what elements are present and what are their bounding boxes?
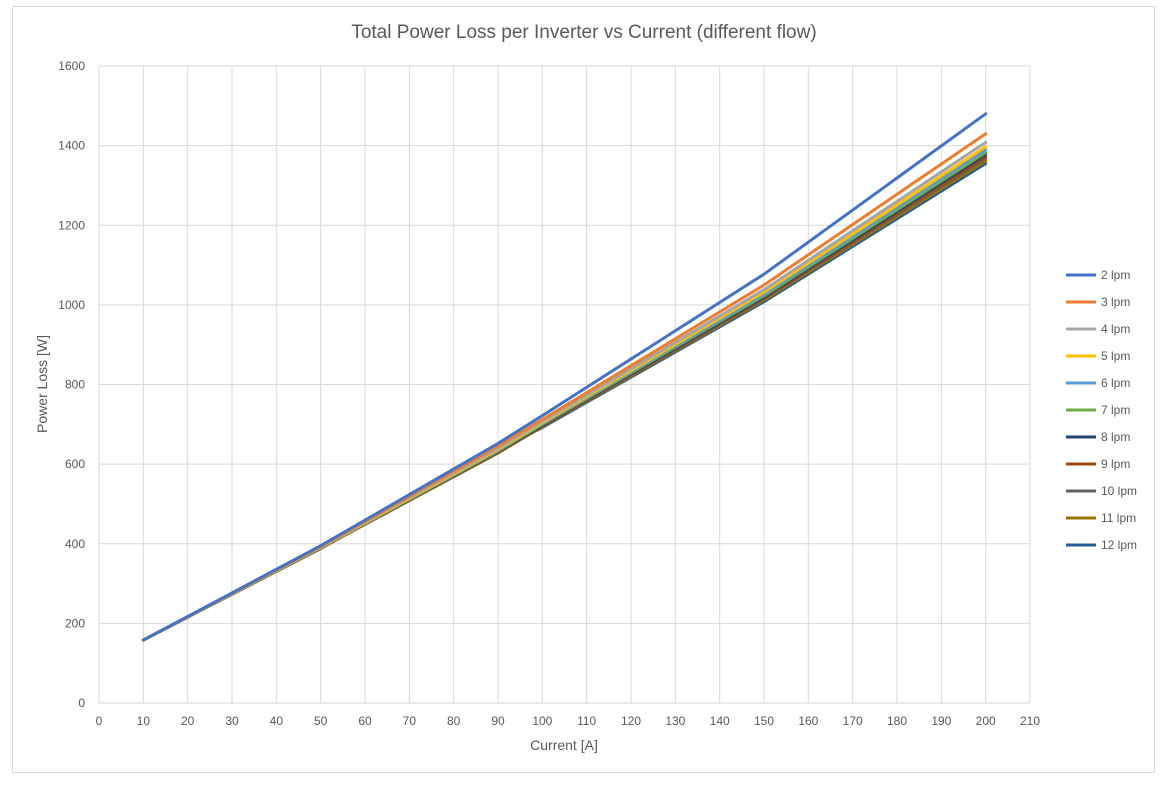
x-tick-label: 30	[225, 714, 239, 728]
x-axis-label: Current [A]	[530, 737, 598, 753]
legend-entry: 8 lpm	[1101, 430, 1130, 444]
legend-entry: 3 lpm	[1101, 295, 1130, 309]
y-tick-label: 400	[65, 537, 85, 551]
x-tick-label: 120	[621, 714, 641, 728]
x-tick-label: 150	[754, 714, 774, 728]
x-tick-label: 60	[358, 714, 372, 728]
legend-entry: 6 lpm	[1101, 376, 1130, 390]
y-tick-label: 1200	[58, 218, 85, 232]
y-tick-label: 600	[65, 457, 85, 471]
x-tick-label: 140	[710, 714, 730, 728]
legend-entry: 5 lpm	[1101, 349, 1130, 363]
y-tick-label: 1600	[58, 59, 85, 73]
series-line-2-lpm	[141, 112, 988, 642]
legend-entry: 10 lpm	[1101, 484, 1137, 498]
y-tick-label: 1000	[58, 298, 85, 312]
x-tick-label: 130	[665, 714, 685, 728]
x-tick-label: 10	[137, 714, 151, 728]
y-axis-label: Power Loss [W]	[34, 335, 50, 433]
x-tick-label: 200	[976, 714, 996, 728]
y-axis-ticks: 0 200 400 600 800 1000 1200 1400 1600	[58, 59, 85, 710]
x-tick-label: 190	[931, 714, 951, 728]
y-tick-label: 200	[65, 616, 85, 630]
x-tick-label: 80	[447, 714, 461, 728]
legend-entry: 11 lpm	[1101, 511, 1136, 525]
x-tick-label: 210	[1020, 714, 1040, 728]
x-tick-label: 170	[843, 714, 863, 728]
series-lines	[141, 112, 988, 642]
chart-title: Total Power Loss per Inverter vs Current…	[351, 22, 816, 43]
x-tick-label: 0	[96, 714, 103, 728]
x-tick-label: 90	[491, 714, 505, 728]
x-tick-label: 180	[887, 714, 907, 728]
x-axis-ticks: 0 10 20 30 40 50 60 70 80 90 100 110 120 130 140 150 160…	[96, 714, 1041, 728]
grid-lines	[98, 65, 1031, 704]
legend-entry: 9 lpm	[1101, 457, 1130, 471]
x-tick-label: 110	[577, 714, 596, 728]
y-tick-label: 800	[65, 378, 85, 392]
x-tick-label: 50	[314, 714, 328, 728]
x-tick-label: 70	[403, 714, 417, 728]
legend-entry: 7 lpm	[1101, 403, 1130, 417]
legend-entry: 12 lpm	[1101, 538, 1137, 552]
legend-entry: 4 lpm	[1101, 322, 1130, 336]
legend-entry: 2 lpm	[1101, 268, 1130, 282]
series-line-4-lpm	[141, 140, 988, 642]
series-line-6-lpm	[141, 148, 988, 642]
x-tick-label: 20	[181, 714, 195, 728]
x-tick-label: 160	[798, 714, 818, 728]
y-tick-label: 0	[78, 696, 85, 710]
legend: 2 lpm 3 lpm 4 lpm 5 lpm 6 lpm 7 lpm 8 lpm 9 lpm…	[1066, 268, 1137, 552]
x-tick-label: 40	[270, 714, 284, 728]
series-line-3-lpm	[141, 132, 988, 642]
x-tick-label: 100	[532, 714, 552, 728]
y-tick-label: 1400	[58, 139, 85, 153]
